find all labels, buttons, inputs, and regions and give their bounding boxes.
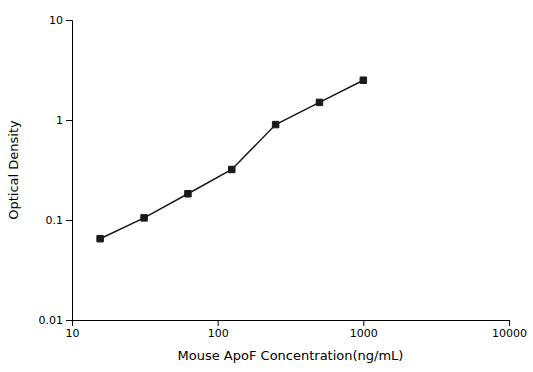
x-tick-mark — [509, 320, 510, 326]
x-tick: 100 — [208, 320, 229, 340]
chart: 10 100 1000 10000 0.01 0.1 1 10 Mouse ApoF Conce… — [0, 0, 533, 372]
y-tick-mark — [66, 120, 72, 121]
data-point — [316, 99, 322, 105]
data-line — [100, 80, 363, 239]
x-tick-label: 10000 — [492, 327, 527, 340]
x-tick: 10 — [66, 320, 80, 340]
x-axis-title: Mouse ApoF Concentration(ng/mL) — [178, 348, 404, 363]
marks — [97, 77, 367, 242]
x-tick-label: 10 — [66, 327, 80, 340]
data-point — [360, 77, 366, 83]
x-tick-label: 100 — [208, 327, 229, 340]
y-tick-label: 0.01 — [39, 314, 64, 327]
y-tick: 1 — [56, 114, 72, 127]
x-axis: 10 100 1000 10000 — [66, 320, 528, 340]
y-tick-mark — [66, 320, 72, 321]
y-axis-line — [66, 21, 73, 321]
y-tick: 0.1 — [46, 214, 73, 227]
y-tick-label: 0.1 — [46, 214, 64, 227]
data-point — [185, 191, 191, 197]
data-point — [229, 166, 235, 172]
y-tick: 0.01 — [39, 314, 73, 327]
x-tick-mark — [218, 320, 219, 326]
x-tick: 10000 — [492, 320, 527, 340]
x-tick: 1000 — [350, 320, 378, 340]
x-axis-line — [73, 321, 510, 327]
y-tick-label: 1 — [56, 114, 63, 127]
plot-area: 10 100 1000 10000 0.01 0.1 1 10 — [39, 14, 528, 340]
x-tick-label: 1000 — [350, 327, 378, 340]
y-tick-mark — [66, 20, 72, 21]
y-tick-mark — [66, 220, 72, 221]
data-point — [97, 235, 103, 241]
y-tick: 10 — [49, 14, 72, 27]
data-point — [272, 121, 278, 127]
y-tick-label: 10 — [49, 14, 63, 27]
y-axis: 0.01 0.1 1 10 — [39, 14, 73, 327]
data-point — [141, 215, 147, 221]
y-axis-title: Optical Density — [6, 120, 21, 220]
x-tick-mark — [363, 320, 364, 326]
